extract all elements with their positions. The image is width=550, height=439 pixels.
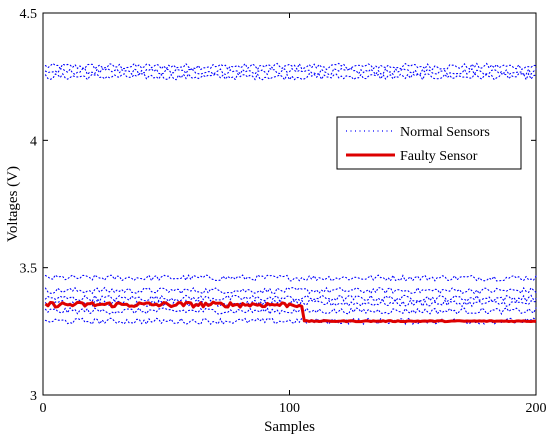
normal-sensor-line <box>44 286 537 295</box>
x-tick-label: 100 <box>279 401 300 416</box>
normal-sensors-series <box>44 62 537 326</box>
normal-sensor-line <box>44 306 537 316</box>
normal-sensor-line <box>44 62 537 71</box>
faulty-sensor-line <box>44 300 537 324</box>
normal-sensor-line <box>44 67 537 76</box>
y-tick-label: 4.5 <box>20 7 38 22</box>
legend-faulty-label: Faulty Sensor <box>400 149 478 164</box>
y-tick-label: 3 <box>30 389 37 404</box>
plot-area <box>42 12 537 396</box>
normal-sensor-line <box>44 72 537 82</box>
legend-box <box>336 116 522 170</box>
y-tick-label: 4 <box>30 134 37 149</box>
normal-sensor-line <box>44 317 537 326</box>
y-tick-label: 3.5 <box>20 262 38 277</box>
faulty-sensor-series <box>44 300 537 324</box>
legend-normal-label: Normal Sensors <box>400 125 490 140</box>
normal-sensor-line <box>44 294 537 303</box>
x-axis-label: Samples <box>264 419 315 435</box>
x-tick-label: 200 <box>526 401 547 416</box>
y-axis-label: Voltages (V) <box>5 166 21 242</box>
normal-sensor-line <box>44 274 537 282</box>
x-tick-label: 0 <box>40 401 47 416</box>
legend: Normal Sensors Faulty Sensor <box>336 116 522 170</box>
axis-ticks: 0 100 200 3 3.5 4 4.5 <box>20 7 547 416</box>
